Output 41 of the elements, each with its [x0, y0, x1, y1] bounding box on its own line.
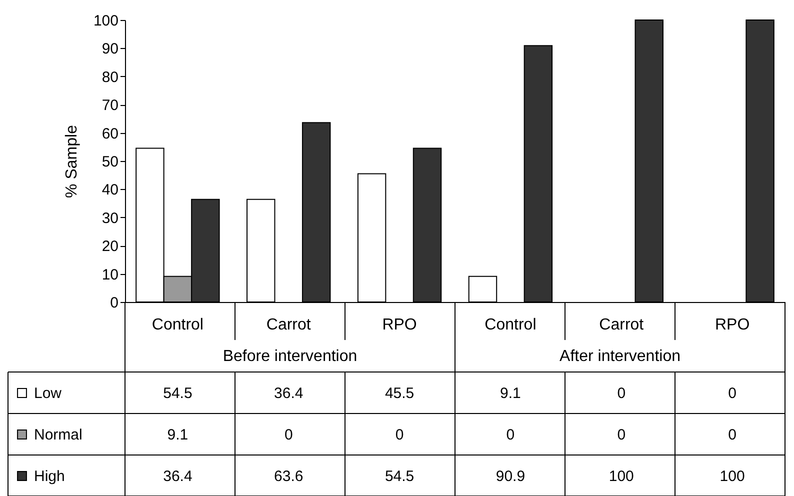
y-tick-label: 50	[102, 154, 118, 170]
data-label: 0	[617, 385, 626, 402]
x-tick-label: RPO	[714, 316, 750, 334]
y-tick-label: 10	[102, 266, 118, 284]
data-label: 9.1	[167, 426, 188, 444]
x-tick-label: Carrot	[599, 316, 644, 334]
data-label: 0	[284, 426, 293, 444]
y-tick-label: 40	[102, 182, 118, 199]
y-tick-label: 60	[102, 125, 118, 142]
x-tick-label: RPO	[382, 316, 417, 334]
data-label: 63.6	[274, 468, 304, 485]
text: Before intervention	[222, 348, 358, 365]
data-label: 54.5	[163, 385, 192, 402]
data-label: 0	[506, 426, 515, 444]
y-tick-label: 20	[102, 238, 118, 256]
x-tick-label: Carrot	[266, 316, 312, 334]
legend-label: Normal	[34, 426, 82, 444]
data-label: 0	[728, 385, 736, 402]
data-label: 100	[720, 468, 745, 485]
x-tick-label: Control	[152, 316, 204, 334]
legend-label: Low	[34, 385, 62, 402]
data-label: 0	[395, 426, 404, 444]
data-label: 0	[617, 426, 626, 444]
data-label: 45.5	[384, 385, 414, 402]
y-tick-label: 70	[102, 97, 118, 114]
y-tick-label: 90	[102, 40, 118, 58]
y-tick-label: 100	[93, 12, 118, 30]
y-tick-label: 30	[102, 210, 118, 227]
data-label: 0	[728, 426, 736, 444]
data-label: 100	[608, 468, 634, 485]
y-tick-label: 0	[110, 294, 118, 312]
data-label: 9.1	[500, 385, 521, 402]
y-tick-label: 80	[102, 68, 118, 86]
data-label: 90.9	[496, 468, 526, 485]
data-label: 36.4	[163, 468, 192, 485]
y-axis-title: % Sample	[63, 124, 80, 198]
data-label: 36.4	[274, 385, 304, 402]
text: After intervention	[560, 348, 680, 365]
x-tick-label: Control	[484, 316, 536, 334]
data-label: 54.5	[384, 468, 414, 485]
legend-label: High	[34, 468, 65, 485]
